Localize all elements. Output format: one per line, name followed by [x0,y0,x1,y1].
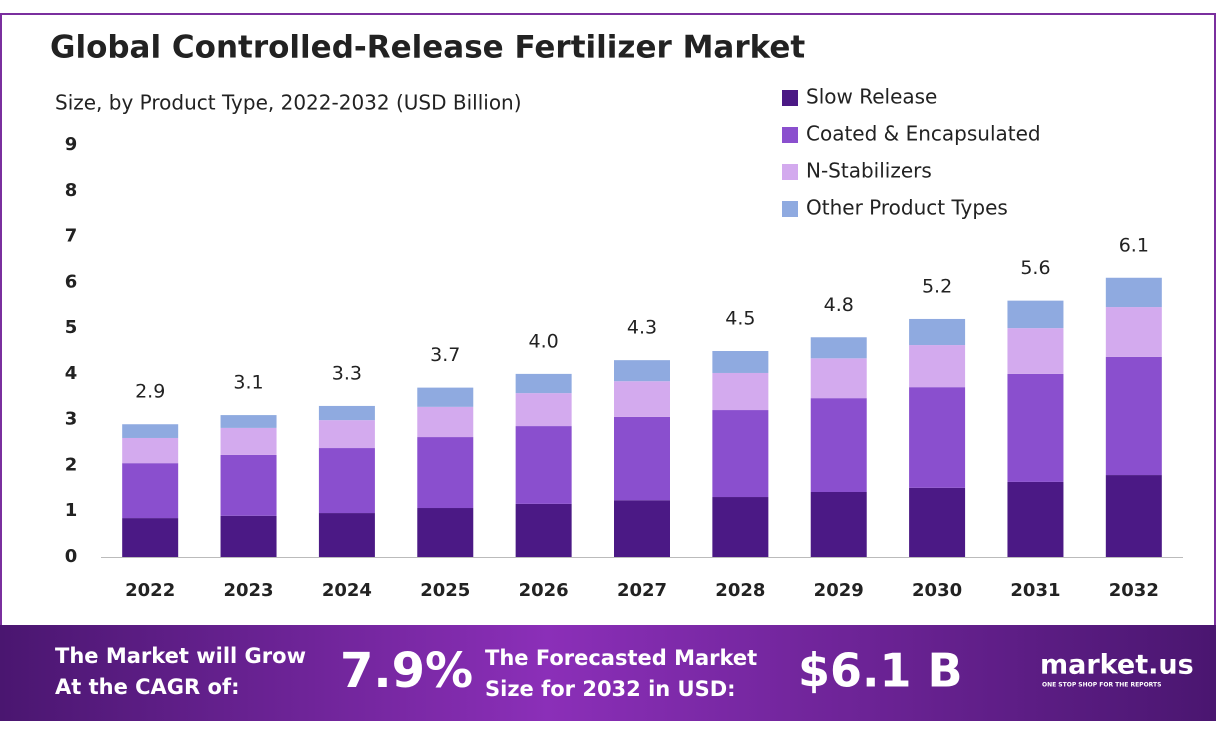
bar-segment [515,426,572,504]
bar-segment [909,487,966,557]
x-tick-label: 2029 [814,580,864,601]
bar-segment [1105,307,1162,357]
bar-segment [417,437,474,509]
footer-text: Size for 2032 in USD: [485,677,736,701]
bar-segment [220,515,277,557]
brand: market.us [1040,650,1194,681]
bar-segment [122,463,179,519]
legend-swatch [782,201,798,217]
y-tick-label: 9 [65,134,78,155]
x-tick-label: 2024 [322,580,372,601]
bar-segment [220,415,277,428]
bar-segment [1007,481,1064,557]
x-tick-label: 2022 [125,580,175,601]
footer-text: At the CAGR of: [55,675,240,699]
total-label: 4.8 [824,294,854,316]
bar-segment [810,491,867,557]
bar-segment [810,358,867,399]
x-tick-label: 2025 [420,580,470,601]
brand-tagline: ONE STOP SHOP FOR THE REPORTS [1042,682,1161,689]
legend-swatch [782,164,798,180]
x-tick-label: 2023 [223,580,273,601]
bar-segment [220,427,277,455]
y-tick-label: 7 [65,226,78,247]
bar-segment [1105,356,1162,476]
legend-label: N-Stabilizers [806,159,932,183]
x-tick-label: 2032 [1109,580,1159,601]
footer-text: The Forecasted Market [485,646,757,670]
bar-segment [318,405,375,421]
bar-segment [318,448,375,514]
y-tick-label: 4 [65,363,78,384]
bar-segment [220,454,277,516]
legend-label: Other Product Types [806,196,1008,220]
bar-segment [909,387,966,488]
bar-segment [909,318,966,346]
y-tick-label: 2 [65,454,78,475]
total-label: 2.9 [135,381,165,403]
total-label: 4.3 [627,317,657,339]
bar-segment [318,513,375,557]
total-label: 3.1 [233,372,263,394]
y-tick-label: 3 [65,409,78,430]
footer-banner [0,625,1216,721]
bar-segment [515,393,572,427]
cagr-value: 7.9% [340,643,473,699]
bar-segment [417,387,474,407]
x-tick-label: 2026 [519,580,569,601]
bar-segment [417,508,474,557]
total-label: 6.1 [1119,234,1149,256]
chart-title: Global Controlled-Release Fertilizer Mar… [50,30,805,66]
bar-segment [1007,373,1064,482]
y-tick-label: 8 [65,180,78,201]
forecast-value: $6.1 B [798,644,963,698]
bar-segment [909,345,966,388]
bar-segment [712,410,769,498]
total-label: 4.5 [725,308,755,330]
legend-swatch [782,127,798,143]
bar-segment [614,360,670,382]
total-label: 5.6 [1020,257,1050,279]
x-tick-label: 2031 [1010,580,1060,601]
total-label: 3.3 [332,362,362,384]
y-tick-label: 1 [65,500,78,521]
footer-text: The Market will Grow [55,644,306,668]
bar-segment [712,372,769,411]
y-tick-label: 0 [65,546,78,567]
x-tick-label: 2030 [912,580,962,601]
bar-segment [1007,328,1064,374]
bar-segment [712,497,769,557]
bar-segment [1105,475,1162,557]
bar-segment [122,437,179,464]
bar-segment [614,416,670,501]
bar-segment [810,398,867,492]
bar-segment [515,503,572,557]
legend-label: Slow Release [806,85,937,109]
y-tick-label: 5 [65,317,78,338]
bar-segment [1105,277,1162,308]
y-tick-label: 6 [65,271,78,292]
bar-segment [122,424,179,438]
total-label: 4.0 [529,330,559,352]
bar-segment [712,351,769,373]
bar-segment [1007,300,1064,329]
bar-segment [122,518,179,557]
total-label: 5.2 [922,275,952,297]
x-tick-label: 2028 [715,580,765,601]
bar-segment [318,420,375,449]
total-label: 3.7 [430,344,460,366]
bar-segment [810,337,867,359]
legend-swatch [782,90,798,106]
bar-segment [614,500,670,557]
chart-subtitle: Size, by Product Type, 2022-2032 (USD Bi… [55,91,522,115]
bar-segment [417,406,474,438]
bar-segment [614,381,670,417]
bar-segment [515,373,572,394]
legend-label: Coated & Encapsulated [806,122,1041,146]
x-tick-label: 2027 [617,580,667,601]
